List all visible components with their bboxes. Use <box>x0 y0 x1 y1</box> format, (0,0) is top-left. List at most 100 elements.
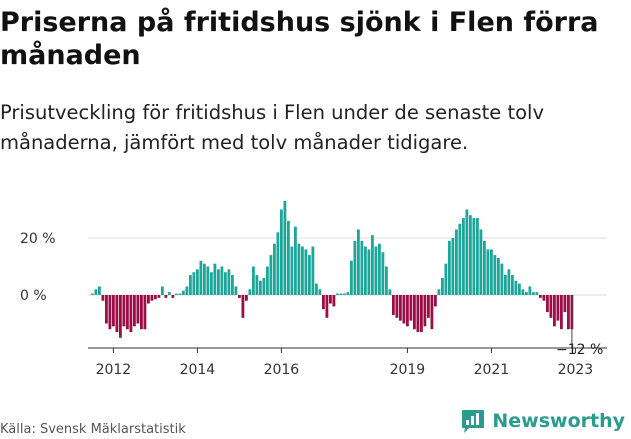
bar <box>371 235 374 295</box>
chart-title: Priserna på fritidshus sjönk i Flen förr… <box>0 7 599 71</box>
bar <box>98 286 101 295</box>
bar <box>441 277 444 295</box>
bar <box>385 266 388 295</box>
bar <box>322 295 325 310</box>
chart-subtitle: Prisutveckling för fritidshus i Flen und… <box>0 101 545 154</box>
bar <box>462 218 465 295</box>
bar <box>521 289 525 295</box>
bar <box>500 263 504 295</box>
bar <box>423 295 427 327</box>
bar <box>329 295 332 304</box>
bar <box>378 243 381 295</box>
x-tick-label: 2014 <box>180 362 216 378</box>
brand-name: Newsworthy <box>492 410 625 432</box>
bar <box>185 286 189 295</box>
bar <box>266 266 269 295</box>
bar <box>367 249 371 295</box>
bar <box>465 209 469 295</box>
bar <box>511 275 514 295</box>
bar <box>458 223 462 295</box>
bar <box>430 295 434 330</box>
bar <box>399 295 402 321</box>
bar <box>255 275 259 295</box>
bar <box>294 226 297 295</box>
bar <box>469 215 472 295</box>
bar <box>413 295 416 330</box>
bar <box>129 295 133 333</box>
bar <box>150 295 154 301</box>
bar <box>455 229 458 295</box>
bar <box>311 246 315 295</box>
bar <box>308 255 311 295</box>
bar <box>388 289 392 295</box>
bar <box>451 238 455 295</box>
bar <box>178 293 182 295</box>
bar <box>318 289 322 295</box>
bar <box>224 272 227 295</box>
bar <box>556 295 560 321</box>
bar <box>402 295 406 324</box>
bar <box>546 295 549 313</box>
bar-chart: 0 % 20 % 2012 2014 2016 2019 2021 2023 −12 % <box>20 200 607 378</box>
bar <box>409 295 413 321</box>
bar <box>357 229 360 295</box>
bar <box>94 289 98 295</box>
bar <box>280 209 283 295</box>
x-tick-label: 2012 <box>96 362 132 378</box>
bar <box>203 263 206 295</box>
newsworthy-logo-icon <box>462 410 485 433</box>
bar <box>360 240 364 295</box>
bar <box>332 295 336 307</box>
brand: Newsworthy <box>460 406 625 436</box>
bar <box>490 249 493 295</box>
bar <box>304 249 308 295</box>
bar <box>119 295 122 338</box>
y-tick-label: 20 % <box>20 231 56 247</box>
bar <box>168 292 171 295</box>
bar <box>164 295 168 298</box>
bar <box>122 295 126 327</box>
bar <box>217 269 220 295</box>
bar <box>283 200 287 295</box>
bar <box>563 295 567 313</box>
bar <box>115 295 119 333</box>
bar <box>553 295 556 327</box>
bar <box>518 283 521 295</box>
bar <box>112 295 115 327</box>
bar <box>395 295 399 318</box>
bar <box>476 218 479 295</box>
bar <box>539 295 542 298</box>
bar <box>213 263 217 295</box>
bar <box>346 292 350 295</box>
bar <box>133 295 136 327</box>
bar <box>416 295 420 333</box>
bar <box>245 295 248 301</box>
bar <box>269 255 273 295</box>
bar <box>199 260 203 295</box>
bar <box>343 293 346 295</box>
bar <box>210 272 213 295</box>
bar <box>549 295 553 318</box>
bar <box>175 293 178 295</box>
bar <box>126 295 129 330</box>
bar <box>252 266 255 295</box>
bar <box>189 275 192 295</box>
bar <box>406 295 409 327</box>
bar <box>339 293 343 295</box>
bar <box>231 275 234 295</box>
bar <box>336 293 339 295</box>
bar <box>192 272 196 295</box>
bar <box>532 292 535 295</box>
bar <box>136 295 140 324</box>
bar <box>161 286 164 295</box>
bar <box>427 295 430 318</box>
bar <box>364 246 367 295</box>
bar <box>483 240 486 295</box>
bar <box>392 295 395 315</box>
bar <box>325 295 329 318</box>
bar <box>514 280 518 295</box>
bar <box>472 218 476 295</box>
bar <box>315 283 318 295</box>
x-tick-label: 2023 <box>558 362 594 378</box>
bar <box>220 266 224 295</box>
